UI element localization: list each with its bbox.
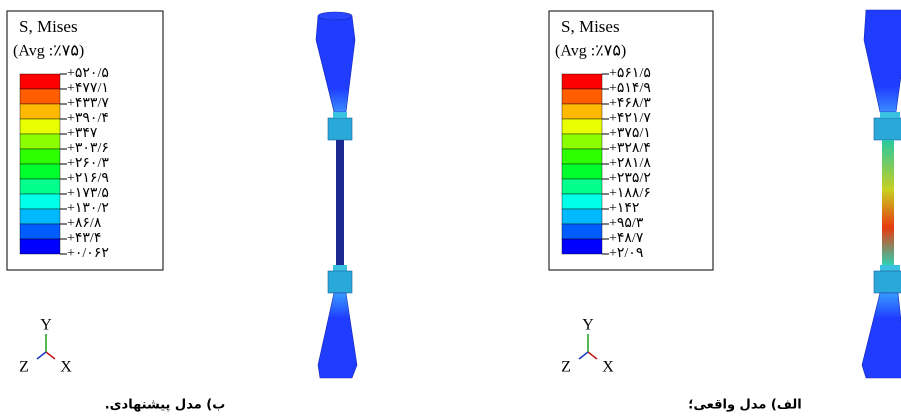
legend-subtitle: (Avg :٪۷۵) [555,43,626,60]
color-band [20,164,60,179]
color-band [20,104,60,119]
legend-label: +۳۴۷ [67,126,98,141]
color-band [562,194,602,209]
legend-subtitle: (Avg :٪۷۵) [13,43,84,60]
legend-label: +۲۱۶/۹ [67,171,109,186]
color-band [562,104,602,119]
legend-label: +۰/۰۶۲ [67,246,109,261]
legend-label: +۴۶۸/۳ [609,96,651,111]
legend-label: +۲/۰۹ [609,246,643,261]
color-band [20,194,60,209]
color-band [20,74,60,89]
axis-label: Z [561,359,571,376]
legend-label: +۲۸۱/۸ [609,156,651,171]
specimen [862,10,901,378]
legend-label: +۵۲۰/۵ [67,66,109,81]
legend-label: +۳۷۵/۱ [609,126,651,141]
legend-title: S, Mises [561,17,620,36]
legend-label: +۳۲۸/۴ [609,141,651,156]
axis-label: X [60,359,72,376]
legend-label: +۴۳/۴ [67,231,101,246]
color-band [562,89,602,104]
legend-label: +۲۳۵/۲ [609,171,651,186]
color-band [562,224,602,239]
legend-label: +۴۸/۷ [609,231,644,246]
legend-label: +۴۳۳/۷ [67,96,109,111]
figure: S, Mises (Avg :٪۷۵) +۵۲۰/۵+۴۷۷/۱+۴۳۳/۷+۳۹۰… [0,0,901,419]
color-band [20,89,60,104]
axis-x [588,352,597,359]
legend-label: +۳۰۳/۶ [67,141,109,156]
legend-label: +۱۷۳/۵ [67,186,109,201]
legend-label: +۹۵/۳ [609,216,644,231]
color-band [562,74,602,89]
axis-label: X [602,359,614,376]
panel: S, Mises (Avg :٪۷۵) +۵۶۱/۵+۵۱۴/۹+۴۶۸/۳+۴۲۱… [549,11,802,413]
color-band [562,209,602,224]
legend-title: S, Mises [19,17,78,36]
caption: ب) مدل پیشنهادی. [105,398,226,413]
legend-label: +۴۷۷/۱ [67,81,109,96]
color-band [562,134,602,149]
legend-label: +۵۶۱/۵ [609,66,651,81]
axis-label: Y [582,317,594,334]
color-band [20,224,60,239]
color-band [562,149,602,164]
legend-label: +۸۶/۸ [67,216,102,231]
legend-label: +۵۱۴/۹ [609,81,651,96]
color-band [562,164,602,179]
color-band [20,209,60,224]
axis-label: Z [19,359,29,376]
legend-label: +۳۹۰/۴ [67,111,109,126]
axis-z [37,352,46,359]
color-band [562,239,602,254]
axis-x [46,352,55,359]
specimen [316,12,357,378]
axis-label: Y [40,317,52,334]
color-band [20,239,60,254]
color-band [562,119,602,134]
color-band [20,134,60,149]
legend-label: +۴۲۱/۷ [609,111,651,126]
color-band [20,149,60,164]
color-band [20,179,60,194]
legend-label: +۱۳۰/۲ [67,201,109,216]
color-band [20,119,60,134]
legend-label: +۱۸۸/۶ [609,186,651,201]
caption: الف) مدل واقعی؛ [688,398,801,413]
color-band [562,179,602,194]
axis-z [579,352,588,359]
panel: S, Mises (Avg :٪۷۵) +۵۲۰/۵+۴۷۷/۱+۴۳۳/۷+۳۹۰… [7,11,225,413]
legend-label: +۲۶۰/۳ [67,156,109,171]
legend-label: +۱۴۲ [609,201,639,216]
